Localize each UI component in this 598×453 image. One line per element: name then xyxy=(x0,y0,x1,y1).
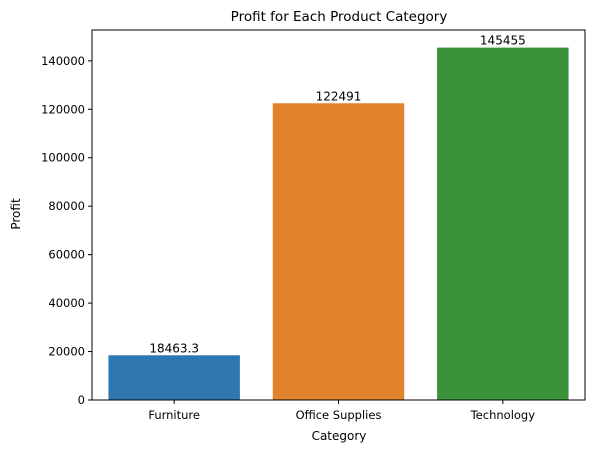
y-tick-label: 40000 xyxy=(48,296,85,310)
y-tick-label: 120000 xyxy=(41,102,85,116)
bar-value-label: 18463.3 xyxy=(149,341,199,355)
bar-technology xyxy=(437,47,569,400)
x-tick-label: Office Supplies xyxy=(296,408,382,422)
y-tick-label: 0 xyxy=(78,393,85,407)
bar-office-supplies xyxy=(272,103,405,400)
bar-value-label: 145455 xyxy=(480,34,526,48)
y-tick-label: 140000 xyxy=(41,54,85,68)
plot-area: 18463.3 Furniture 122491 Office Supplies 145… xyxy=(41,29,586,422)
bar-furniture xyxy=(108,355,240,400)
x-tick-label: Technology xyxy=(470,408,536,422)
chart-title: Profit for Each Product Category xyxy=(231,9,448,25)
y-tick-label: 100000 xyxy=(41,151,85,165)
y-tick-label: 80000 xyxy=(48,199,85,213)
y-tick-label: 60000 xyxy=(48,248,85,262)
y-axis-label: Profit xyxy=(9,198,23,230)
x-tick-label: Furniture xyxy=(148,408,200,422)
x-axis-label: Category xyxy=(312,429,367,443)
y-tick-label: 20000 xyxy=(48,345,85,359)
axes-frame xyxy=(91,29,586,401)
bar-value-label: 122491 xyxy=(316,89,362,103)
